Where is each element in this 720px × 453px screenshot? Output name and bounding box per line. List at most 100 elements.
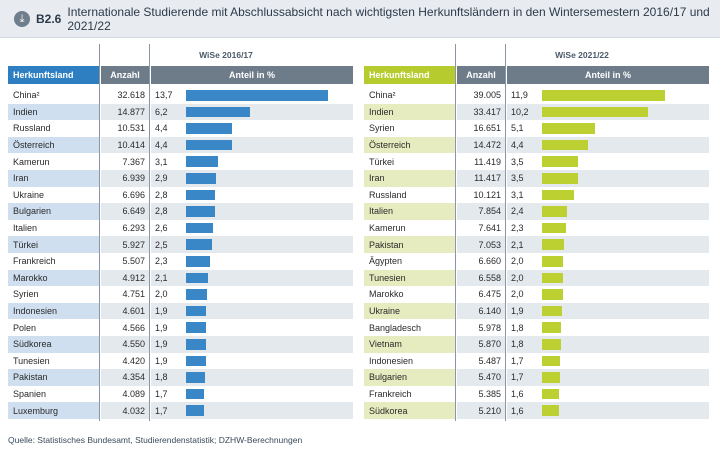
figure-title-bar: ⤓ B2.6 Internationale Studierende mit Ab… [0, 0, 720, 38]
count-cell: 5.385 [478, 388, 501, 399]
count-cell: 4.566 [122, 322, 145, 333]
country-cell: Bangladesch [364, 319, 455, 336]
country-cell: Frankreich [8, 252, 99, 270]
share-cell: 2,9 [151, 169, 353, 187]
share-value: 13,7 [155, 90, 173, 101]
header-land: Herkunftsland [364, 66, 455, 84]
share-value: 1,7 [511, 355, 524, 366]
table-row: Kamerun 7.367 3,1 [8, 153, 353, 170]
share-bar [186, 338, 206, 350]
share-cell: 3,5 [507, 153, 709, 170]
share-cell: 1,7 [507, 353, 709, 370]
share-value: 1,8 [155, 372, 168, 383]
share-value: 1,7 [155, 388, 168, 399]
count-cell: 32.618 [117, 90, 145, 101]
share-cell: 10,2 [507, 103, 709, 121]
share-value: 3,5 [511, 156, 524, 167]
share-bar [186, 355, 206, 367]
share-bar [186, 106, 251, 118]
table-row: Indonesien 5.487 1,7 [364, 352, 709, 370]
share-bar [186, 388, 204, 400]
table-row: Österreich 10.414 4,4 [8, 136, 353, 154]
share-value: 2,4 [511, 206, 524, 217]
share-bar [542, 372, 560, 383]
table-row: Russland 10.121 3,1 [364, 186, 709, 204]
count-cell: 5.507 [122, 256, 145, 267]
table-row: China² 39.005 11,9 [364, 87, 709, 104]
share-cell: 3,5 [507, 169, 709, 187]
country-cell: Indien [364, 103, 455, 121]
share-value: 1,8 [511, 339, 524, 350]
country-cell: Indonesien [364, 352, 455, 370]
share-bar [542, 189, 575, 201]
table-row: Bangladesch 5.978 1,8 [364, 319, 709, 336]
share-cell: 2,4 [507, 203, 709, 220]
country-cell: Vietnam [364, 335, 455, 353]
share-bar [186, 139, 232, 151]
table-body: China² 39.005 11,9 Indien 33.417 10,2 Syrien 16… [364, 87, 709, 419]
country-cell: Iran [364, 169, 455, 187]
country-cell: Österreich [364, 136, 455, 154]
country-cell: Kamerun [364, 219, 455, 237]
count-cell: 6.660 [478, 256, 501, 267]
share-cell: 2,1 [507, 236, 709, 253]
country-cell: Südkorea [8, 335, 99, 353]
share-bar [542, 222, 566, 234]
share-cell: 1,9 [151, 302, 353, 320]
share-bar [542, 322, 561, 333]
share-value: 3,5 [511, 173, 524, 184]
table-row: Ägypten 6.660 2,0 [364, 252, 709, 270]
country-cell: Bulgarien [364, 369, 455, 386]
count-cell: 5.978 [478, 322, 501, 333]
table-row: Tunesien 6.558 2,0 [364, 269, 709, 287]
country-cell: Tunesien [364, 269, 455, 287]
table-row: Ukraine 6.696 2,8 [8, 186, 353, 204]
count-cell: 11.417 [457, 169, 505, 187]
table-row: Pakistan 4.354 1,8 [8, 369, 353, 386]
share-cell: 2,1 [151, 269, 353, 287]
share-cell: 2,8 [151, 187, 353, 204]
table-row: Syrien 4.751 2,0 [8, 286, 353, 303]
header-count: Anzahl [101, 66, 149, 84]
count-cell: 10.531 [117, 123, 145, 134]
country-cell: Pakistan [8, 369, 99, 386]
share-bar [542, 239, 564, 250]
table-header: Herkunftsland Anzahl Anteil in % [364, 66, 709, 84]
share-cell: 6,2 [151, 103, 353, 121]
country-cell: China² [8, 87, 99, 104]
table-row: Bulgarien 5.470 1,7 [364, 369, 709, 386]
count-cell: 6.140 [457, 302, 505, 320]
share-value: 1,9 [155, 306, 168, 317]
share-cell: 1,9 [507, 302, 709, 320]
count-cell: 33.417 [457, 103, 505, 121]
share-bar [186, 305, 206, 317]
table-row: Italien 6.293 2,6 [8, 219, 353, 237]
share-value: 6,2 [155, 106, 168, 117]
share-value: 2,3 [511, 223, 524, 234]
share-value: 1,9 [155, 322, 168, 333]
country-cell: Syrien [8, 286, 99, 303]
share-cell: 3,1 [507, 187, 709, 204]
share-cell: 1,9 [151, 335, 353, 353]
country-cell: Spanien [8, 385, 99, 403]
share-bar [186, 255, 210, 267]
share-value: 2,6 [155, 223, 168, 234]
count-cell: 7.641 [478, 223, 501, 234]
table-row: Türkei 11.419 3,5 [364, 153, 709, 170]
count-cell: 5.927 [101, 236, 149, 253]
share-cell: 2,3 [151, 253, 353, 270]
figure-id: B2.6 [36, 11, 62, 26]
count-cell: 10.414 [101, 136, 149, 154]
share-value: 10,2 [511, 106, 529, 117]
table-row: Kamerun 7.641 2,3 [364, 219, 709, 237]
table-row: Italien 7.854 2,4 [364, 203, 709, 220]
download-icon[interactable]: ⤓ [14, 10, 30, 27]
country-cell: Türkei [8, 236, 99, 253]
header-count: Anzahl [457, 66, 505, 84]
share-bar [186, 156, 219, 167]
table-row: Russland 10.531 4,4 [8, 120, 353, 137]
share-value: 2,0 [155, 289, 168, 300]
share-value: 1,9 [155, 355, 168, 366]
column-divider [149, 44, 150, 421]
count-cell: 14.472 [457, 136, 505, 154]
